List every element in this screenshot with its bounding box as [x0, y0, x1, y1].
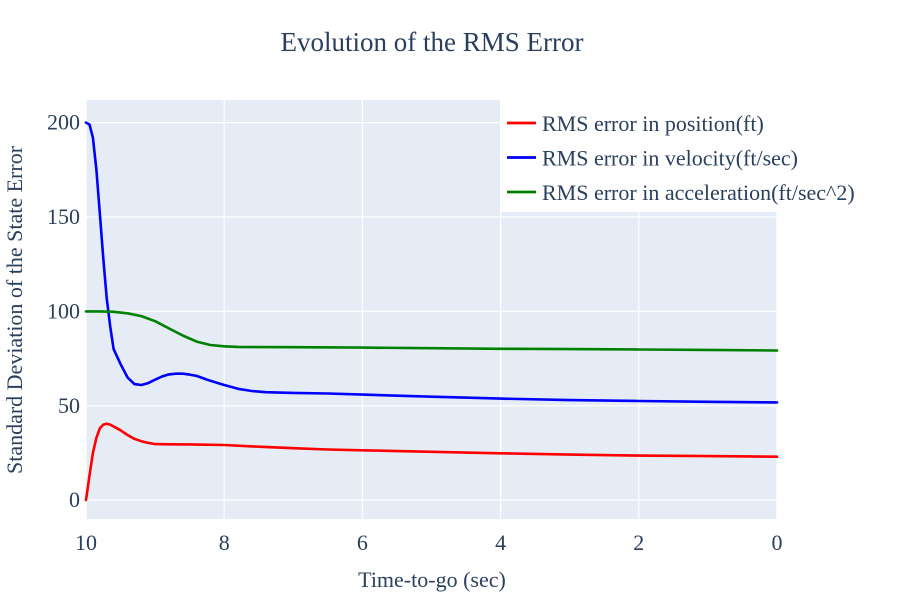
x-tick-labels: 10 8 6 4 2 0	[75, 530, 783, 555]
y-tick-label: 150	[47, 204, 80, 229]
series-line-1	[84, 422, 779, 502]
y-tick-labels: 0 50 100 150 200	[47, 110, 80, 512]
legend-background	[500, 100, 895, 212]
y-tick-label: 200	[47, 110, 80, 135]
legend[interactable]: RMS error in position(ft) RMS error in ve…	[500, 100, 895, 212]
y-tick-label: 50	[58, 393, 80, 418]
series-layer	[84, 121, 779, 502]
legend-label: RMS error in acceleration(ft/sec^2)	[542, 180, 855, 205]
series-line-3	[84, 310, 779, 352]
chart-title: Evolution of the RMS Error	[281, 27, 584, 57]
x-tick-label: 10	[75, 530, 97, 555]
series-line-2	[84, 121, 779, 404]
legend-item-2[interactable]: RMS error in velocity(ft/sec)	[507, 146, 798, 171]
legend-item-1[interactable]: RMS error in position(ft)	[507, 111, 764, 136]
y-tick-label: 100	[47, 298, 80, 323]
legend-label: RMS error in position(ft)	[542, 111, 764, 136]
x-tick-label: 6	[357, 530, 368, 555]
x-tick-label: 8	[219, 530, 230, 555]
x-tick-label: 0	[772, 530, 783, 555]
legend-item-3[interactable]: RMS error in acceleration(ft/sec^2)	[507, 180, 855, 205]
x-tick-label: 2	[633, 530, 644, 555]
y-tick-label: 0	[69, 487, 80, 512]
x-axis-title: Time-to-go (sec)	[358, 567, 506, 592]
legend-label: RMS error in velocity(ft/sec)	[542, 146, 798, 171]
y-axis-title: Standard Deviation of the State Error	[2, 145, 27, 474]
x-tick-label: 4	[495, 530, 506, 555]
